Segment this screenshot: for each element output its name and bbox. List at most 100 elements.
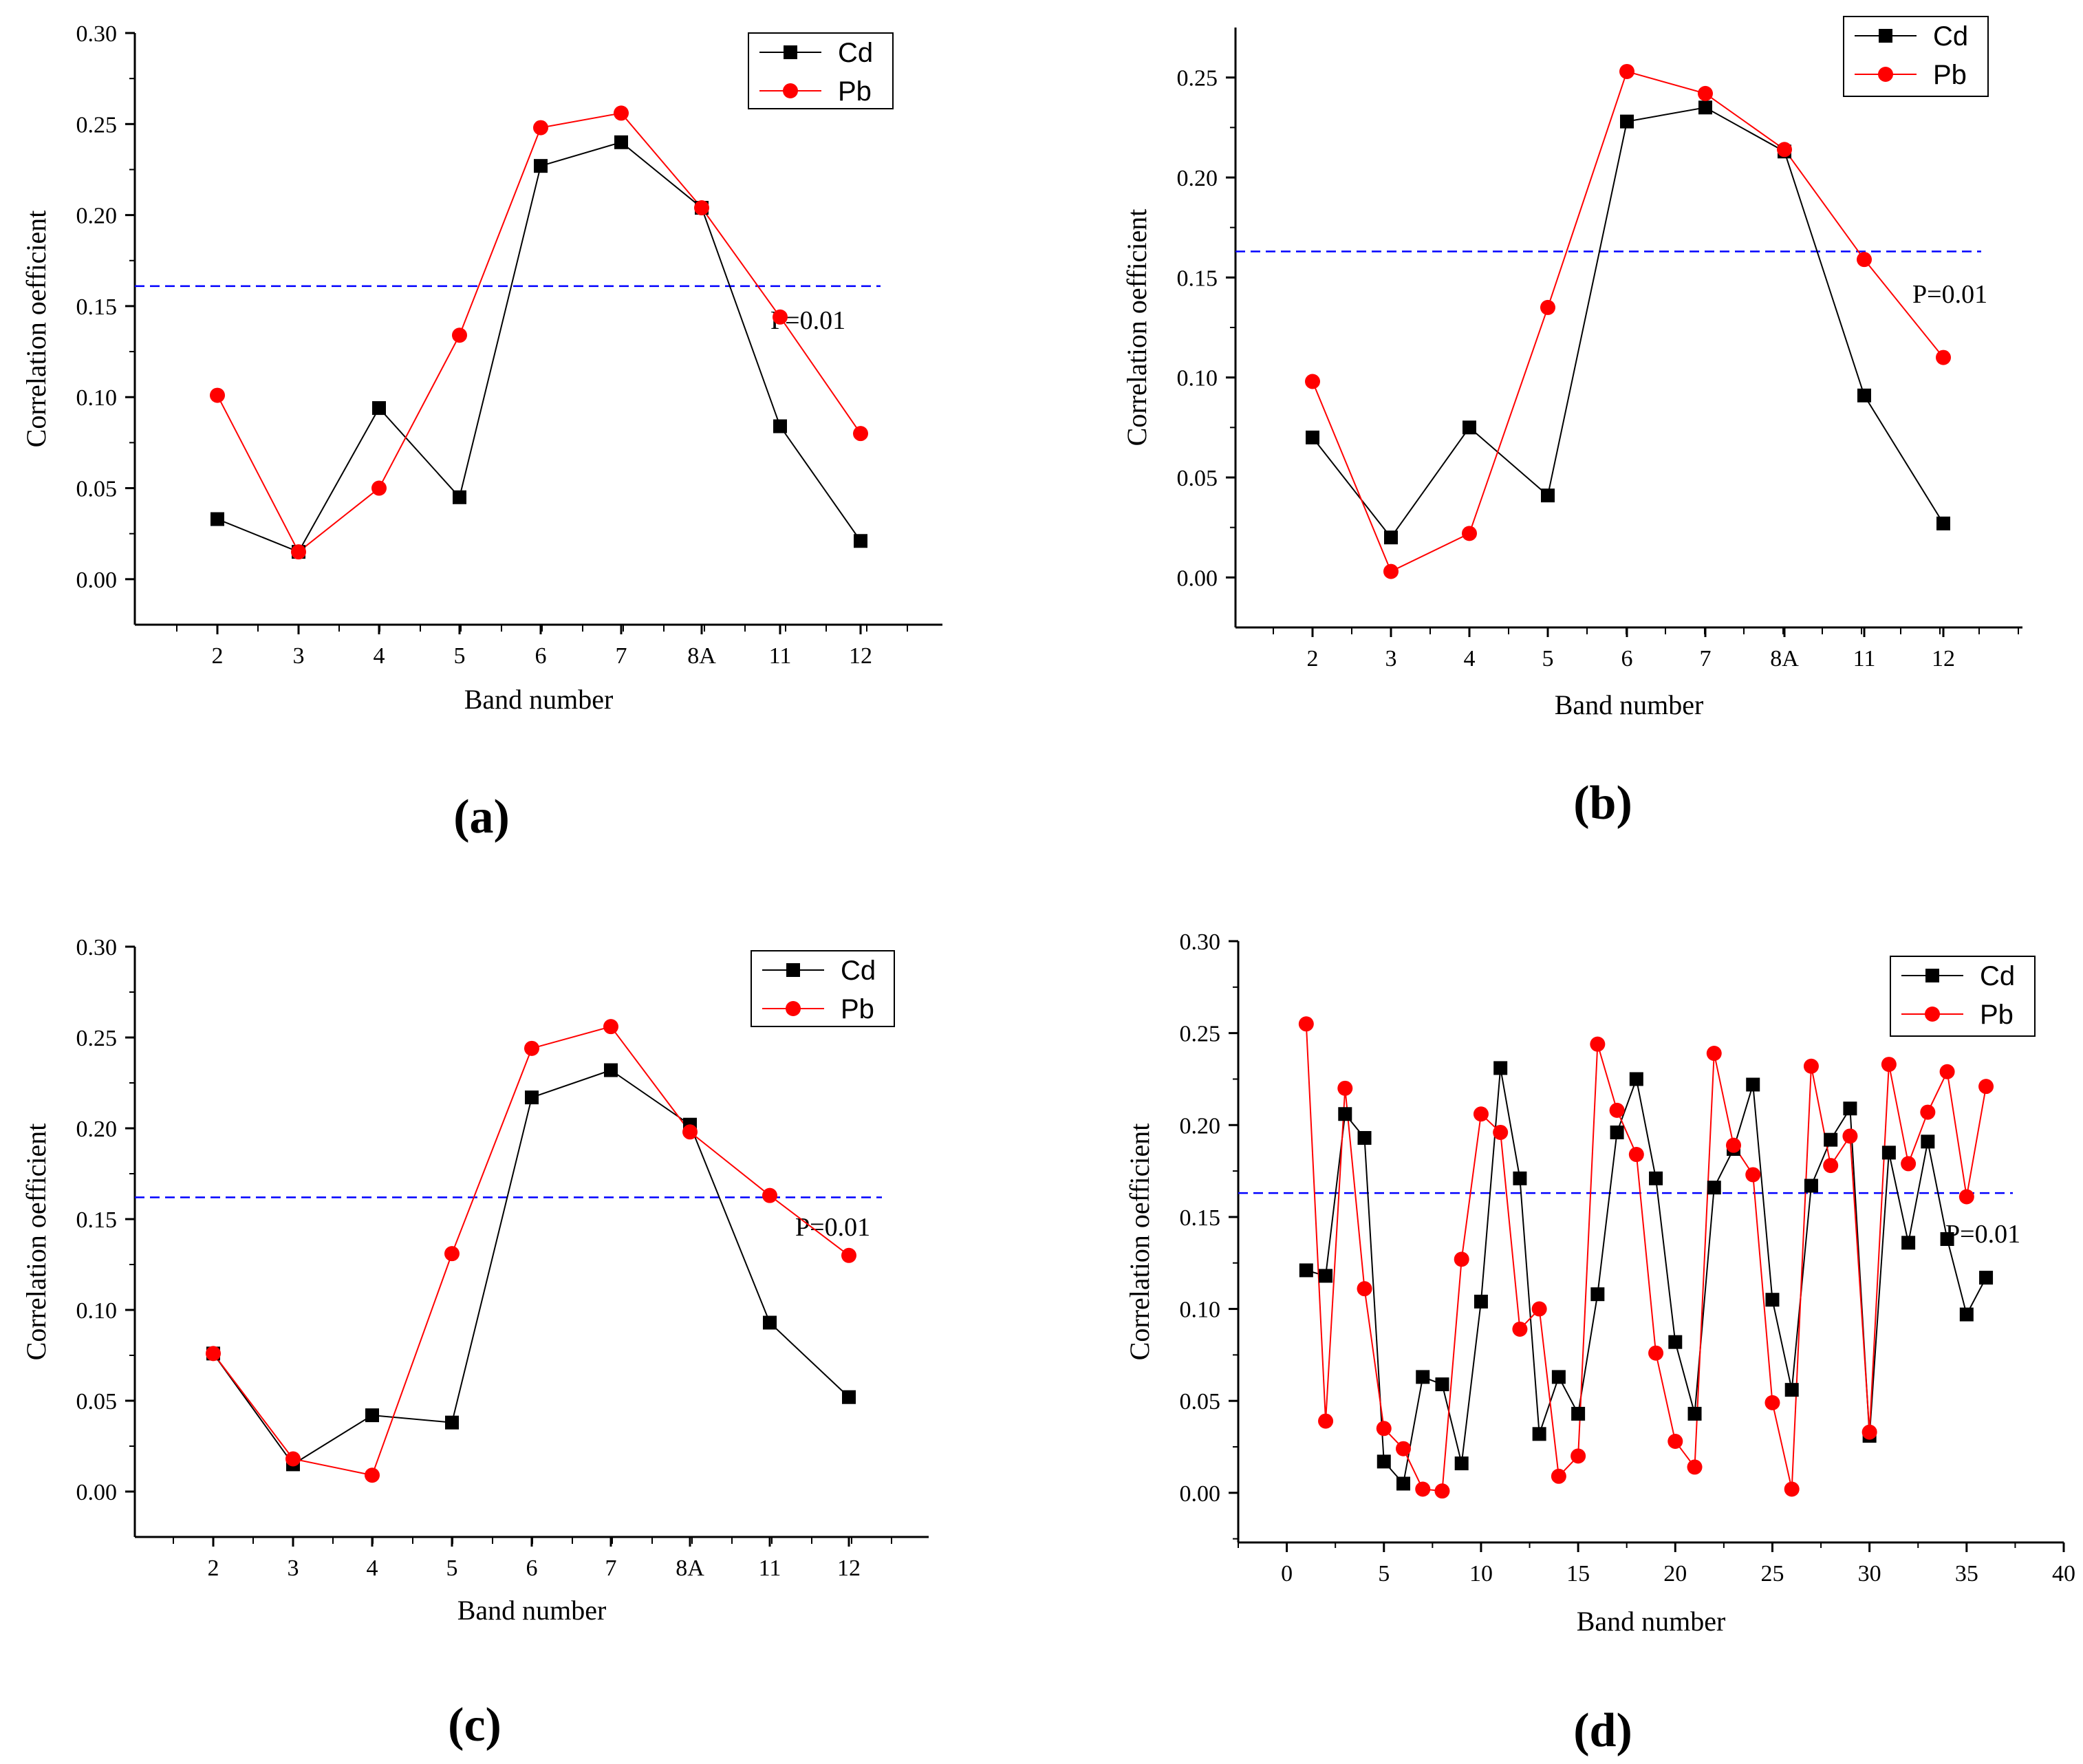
y-tick-label: 0.20 — [76, 1117, 118, 1142]
data-point-pb — [1415, 1481, 1431, 1497]
series-line-cd — [1312, 107, 1944, 539]
legend-box — [1890, 956, 2036, 1037]
data-point-pb — [444, 1246, 460, 1262]
y-tick-label: 0.25 — [76, 1026, 118, 1051]
data-point-pb — [1493, 1124, 1509, 1140]
data-point-cd — [1474, 1294, 1488, 1309]
y-tick-label: 0.00 — [1180, 1481, 1221, 1507]
data-point-cd — [1377, 1454, 1391, 1469]
data-point-pb — [1473, 1106, 1489, 1122]
x-tick-label: 4 — [1464, 646, 1476, 671]
data-point-pb — [853, 426, 868, 442]
series-line-cd — [1306, 1068, 1987, 1485]
data-point-pb — [682, 1124, 698, 1140]
y-tick-label: 0.10 — [76, 385, 118, 411]
data-point-cd — [372, 401, 386, 416]
y-axis-title: Correlation oefficient — [21, 1123, 52, 1361]
data-point-cd — [1765, 1293, 1780, 1307]
data-point-pb — [614, 105, 629, 121]
y-tick-label: 0.10 — [76, 1298, 118, 1324]
y-axis-title: Correlation oefficient — [1124, 1123, 1155, 1361]
data-point-cd — [1454, 1456, 1469, 1471]
x-tick-label: 3 — [293, 643, 305, 669]
x-tick-label: 6 — [1621, 646, 1633, 671]
y-tick-label: 0.15 — [76, 1207, 118, 1233]
legend-marker-pb — [1925, 1007, 1940, 1022]
data-point-pb — [1628, 1147, 1644, 1163]
data-point-pb — [603, 1019, 618, 1035]
data-point-cd — [763, 1315, 777, 1330]
data-point-pb — [1540, 299, 1555, 315]
x-tick-label: 3 — [288, 1556, 299, 1581]
y-tick-label: 0.30 — [1180, 929, 1221, 955]
x-tick-label: 35 — [1955, 1561, 1978, 1586]
data-point-pb — [1531, 1301, 1547, 1317]
x-tick-label: 40 — [2052, 1561, 2075, 1586]
data-point-pb — [1978, 1079, 1994, 1095]
data-point-pb — [285, 1451, 301, 1467]
data-point-cd — [1493, 1061, 1508, 1075]
x-tick-label: 10 — [1469, 1561, 1493, 1586]
x-tick-label: 2 — [1307, 646, 1319, 671]
data-point-cd — [1629, 1072, 1643, 1086]
data-point-cd — [614, 135, 628, 149]
data-point-cd — [1940, 1231, 1954, 1246]
x-tick-label: 2 — [208, 1556, 219, 1581]
x-tick-label: 5 — [1542, 646, 1554, 671]
data-point-pb — [365, 1467, 380, 1483]
data-point-cd — [1571, 1406, 1586, 1421]
data-point-pb — [1745, 1167, 1761, 1183]
chart-panel-d: 0.00 0.05 0.10 0.15 0.20 0.25 0.30 0 5 10 15 20 25 30… — [1124, 929, 2075, 1757]
legend-marker-pb — [783, 83, 798, 98]
data-point-cd — [1551, 1370, 1566, 1384]
series-line-cd — [213, 1069, 850, 1465]
y-tick-label: 0.20 — [76, 204, 118, 229]
data-point-pb — [1454, 1251, 1469, 1267]
x-axis-title: Band number — [464, 684, 614, 715]
y-tick-label: 0.30 — [76, 935, 118, 960]
data-point-cd — [1979, 1271, 1994, 1285]
legend-box — [751, 950, 895, 1027]
data-point-pb — [1842, 1128, 1858, 1144]
legend-marker-cd — [1879, 29, 1892, 43]
threshold-label: P=0.01 — [1912, 280, 1987, 309]
x-tick-label: 7 — [605, 1556, 617, 1581]
x-tick-label: 5 — [446, 1556, 458, 1581]
legend-label-pb: Pb — [1933, 60, 1967, 90]
y-tick-label: 0.10 — [1177, 366, 1218, 391]
legend-marker-cd — [786, 963, 800, 977]
y-tick-label: 0.25 — [1180, 1022, 1221, 1047]
series-line-pb — [217, 112, 861, 553]
data-point-cd — [1668, 1335, 1683, 1349]
data-point-cd — [1784, 1383, 1799, 1397]
data-point-pb — [533, 120, 548, 136]
x-tick-label: 8A — [676, 1556, 704, 1581]
data-point-pb — [1551, 1468, 1566, 1484]
legend-label-cd: Cd — [1933, 21, 1968, 52]
data-point-cd — [1881, 1145, 1896, 1160]
data-point-pb — [1462, 526, 1477, 541]
legend-label-cd: Cd — [838, 38, 873, 68]
data-point-pb — [773, 309, 788, 325]
data-point-pb — [452, 327, 467, 343]
data-point-cd — [1901, 1236, 1916, 1250]
legend-label-pb: Pb — [838, 76, 872, 107]
data-point-cd — [1620, 114, 1634, 129]
x-tick-label: 11 — [769, 643, 792, 669]
x-tick-label: 5 — [454, 643, 466, 669]
data-point-cd — [445, 1415, 459, 1430]
data-point-cd — [1843, 1101, 1857, 1116]
data-point-pb — [371, 480, 387, 496]
y-tick-label: 0.25 — [1177, 66, 1218, 92]
data-point-cd — [1804, 1179, 1818, 1193]
x-tick-label: 11 — [759, 1556, 781, 1581]
data-point-cd — [773, 419, 787, 433]
x-axis-title: Band number — [1555, 689, 1704, 720]
data-point-pb — [1857, 252, 1872, 268]
data-point-cd — [854, 534, 867, 548]
x-tick-label: 3 — [1385, 646, 1397, 671]
legend-marker-cd — [1925, 969, 1939, 982]
data-point-cd — [1698, 100, 1712, 115]
data-point-pb — [1609, 1102, 1625, 1118]
